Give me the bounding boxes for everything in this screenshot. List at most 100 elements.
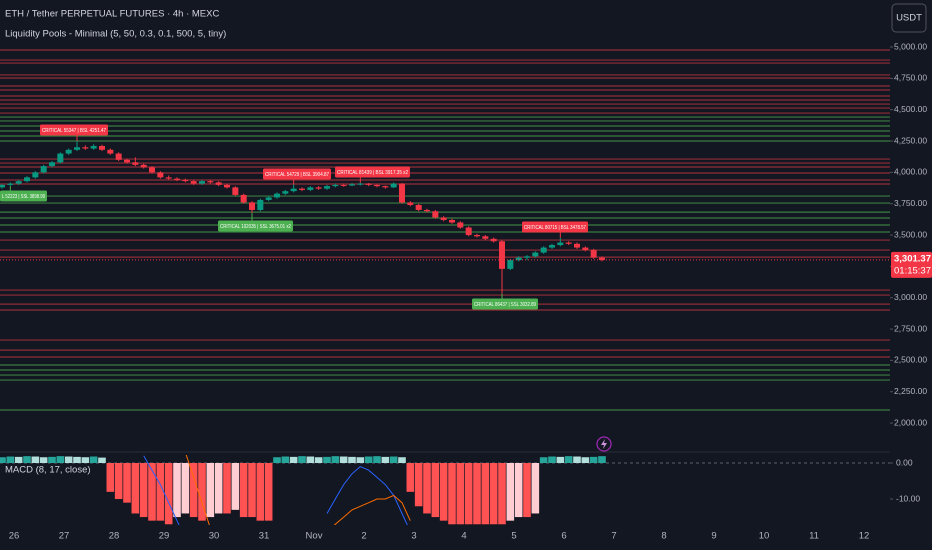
x-tick-label: 27 — [59, 531, 70, 542]
histogram-bar — [531, 463, 540, 514]
histogram-bar — [0, 457, 6, 464]
candle-body — [557, 242, 564, 246]
histogram-bar — [231, 463, 240, 510]
annotation-label: L 52223 | SSL 3898.99 — [2, 194, 45, 200]
candle-body — [265, 197, 272, 200]
y-tick-label: 4,750.00 — [894, 73, 927, 83]
candle-body — [282, 191, 289, 194]
histogram-bar — [173, 463, 181, 518]
candle-body — [324, 186, 330, 189]
histogram-bar — [64, 456, 73, 464]
macd-y-tick-label: 0.00 — [896, 457, 913, 467]
x-tick-label: 2 — [361, 531, 366, 542]
candle-body — [132, 162, 139, 165]
macd-title: MACD (8, 17, close) — [5, 465, 91, 476]
candle-body — [99, 146, 105, 150]
x-tick-label: 3 — [411, 531, 416, 542]
histogram-bar — [539, 457, 548, 464]
annotation-box — [218, 220, 293, 232]
currency-label[interactable]: USDT — [896, 13, 922, 24]
histogram-bar — [281, 456, 290, 464]
candle-body — [490, 238, 497, 242]
histogram-bar — [564, 456, 573, 464]
candle-body — [240, 194, 247, 203]
histogram-bar — [331, 456, 340, 464]
candle-body — [307, 187, 314, 190]
annotation-label: CRITICAL 81439 | BSL 3917.35 x2 — [337, 170, 408, 176]
x-tick-label: 29 — [159, 531, 170, 542]
x-tick-label: 9 — [711, 531, 716, 542]
histogram-bar — [548, 456, 556, 464]
candle-body — [524, 256, 530, 258]
histogram-bar — [506, 463, 515, 521]
candle-body — [440, 217, 447, 220]
histogram-bar — [273, 457, 281, 464]
candle-body — [249, 202, 255, 210]
candle-body — [290, 188, 297, 192]
histogram-bar — [89, 456, 98, 464]
candle-body — [349, 184, 355, 186]
candle-body — [399, 183, 405, 203]
histogram-bar — [323, 456, 331, 464]
y-tick-label: 2,500.00 — [894, 355, 927, 365]
candle-body — [449, 219, 455, 223]
candle-body — [274, 193, 280, 198]
macd-pane — [0, 455, 890, 525]
histogram-bar — [389, 456, 398, 464]
axis-background — [890, 36, 932, 526]
histogram-bar — [156, 463, 165, 521]
candle-body — [299, 188, 305, 190]
alert-icon[interactable] — [596, 436, 612, 452]
candle-body — [115, 153, 122, 160]
x-tick-label: 8 — [661, 531, 666, 542]
x-tick-label: 7 — [611, 531, 616, 542]
histogram-bar — [398, 457, 406, 464]
y-tick-label: 2,750.00 — [894, 323, 927, 333]
indicator-title: Liquidity Pools - Minimal (5, 50, 0.3, 0… — [5, 29, 226, 40]
histogram-bar — [264, 463, 273, 521]
candle-body — [599, 257, 605, 260]
candle-body — [474, 235, 480, 237]
time-axis: 26 27 28 29 30 31 Nov 2 3 4 5 6 7 8 9 10 11 12 — [9, 531, 870, 542]
histogram-bar — [6, 456, 15, 464]
x-tick-label: 6 — [561, 531, 566, 542]
candle-body — [74, 147, 80, 150]
currency-button[interactable] — [891, 3, 927, 33]
signal-line — [185, 455, 411, 525]
candle-body — [532, 252, 539, 257]
histogram-bar — [206, 463, 215, 518]
candle-body — [57, 153, 64, 163]
candle-body — [382, 186, 389, 188]
histogram-bar — [14, 456, 23, 464]
annotation-label: CRITICAL 55347 | BSL 4251.47 — [42, 128, 106, 134]
symbol-title: ETH / Tether PERPETUAL FUTURES · 4h · ME… — [5, 9, 219, 20]
histogram-bar — [589, 456, 598, 464]
histogram-bar — [31, 456, 40, 464]
alert-bolt — [601, 439, 607, 449]
candle-body — [40, 166, 47, 173]
x-tick-label: 11 — [809, 531, 819, 542]
macd-line — [143, 455, 408, 525]
histogram-bar — [39, 457, 48, 464]
histogram-bar — [239, 463, 248, 518]
candle-body — [499, 241, 505, 269]
candle-body — [140, 164, 147, 168]
y-tick-label: 2,000.00 — [894, 417, 927, 427]
candle-body — [415, 204, 422, 210]
y-tick-label: 3,750.00 — [894, 198, 927, 208]
histogram-bar — [448, 463, 456, 525]
annotation-box — [263, 168, 331, 180]
candle-body — [365, 183, 372, 185]
histogram-bar — [414, 463, 423, 507]
histogram-bar — [364, 456, 373, 464]
y-tick-label: 3,500.00 — [894, 229, 927, 239]
candle-body — [65, 149, 72, 154]
histogram-bar — [98, 457, 106, 464]
x-tick-label: 30 — [209, 531, 220, 542]
x-tick-label: 12 — [859, 531, 870, 542]
x-tick-label: 10 — [759, 531, 770, 542]
histogram-bar — [439, 463, 448, 521]
y-tick-label: 3,000.00 — [894, 292, 927, 302]
candle-body — [465, 227, 472, 236]
